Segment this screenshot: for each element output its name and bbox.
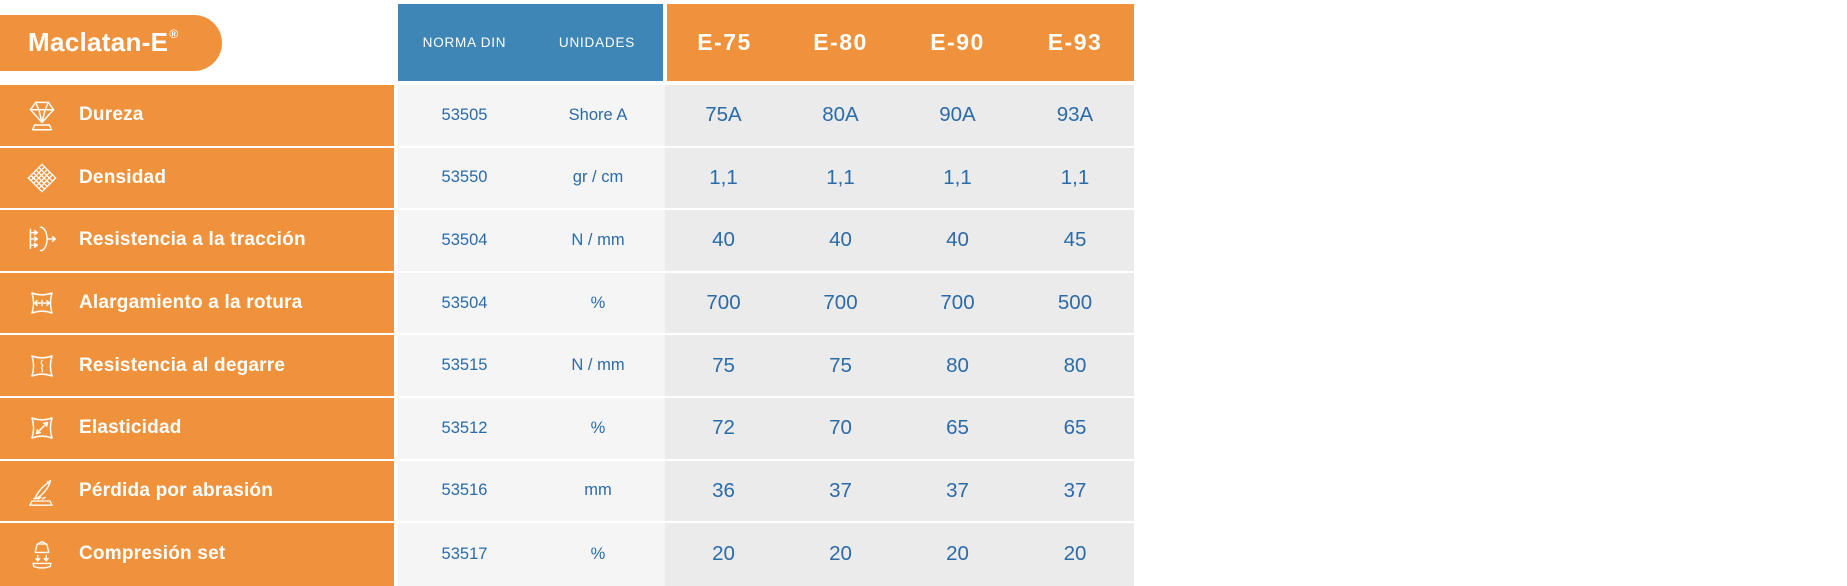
norma-din-value: 53504: [398, 210, 531, 271]
grade-value: 700: [899, 272, 1016, 334]
grade-value: 20: [899, 523, 1016, 586]
grade-value: 20: [782, 523, 899, 586]
row-label: Resistencia a la tracción: [79, 229, 306, 251]
row-label: Pérdida por abrasión: [79, 479, 274, 501]
grade-value: 80: [1016, 335, 1134, 396]
row-label-cell: Resistencia a la tracción: [0, 210, 394, 271]
row-label-cell: Pérdida por abrasión: [0, 460, 394, 522]
tear-resistance-icon: [22, 346, 62, 386]
row-elasticidad: Elasticidad 53512 % 72 70 65 65: [0, 397, 1134, 461]
brand-pill: Maclatan-E ®: [0, 14, 222, 71]
density-icon: [22, 158, 62, 198]
grade-value: 1,1: [1016, 147, 1134, 209]
row-densidad: Densidad 53550 gr / cm 1,1 1,1 1,1 1,1: [0, 147, 1134, 211]
hardness-icon: [22, 95, 62, 135]
elongation-icon: [22, 283, 62, 323]
row-label: Elasticidad: [79, 417, 182, 439]
unit-value: %: [531, 523, 665, 586]
grade-value: 75: [782, 335, 899, 396]
norma-din-value: 53515: [398, 335, 531, 396]
grade-value: 37: [782, 460, 899, 522]
grade-value: 45: [1016, 210, 1134, 271]
row-dureza: Dureza 53505 Shore A 75A 80A 90A 93A: [0, 85, 1134, 148]
norma-din-value: 53550: [398, 147, 531, 209]
column-header-unidades: UNIDADES: [531, 4, 663, 81]
grade-value: 65: [899, 397, 1016, 459]
compression-icon: [22, 534, 62, 574]
row-resistencia-degarre: Resistencia al degarre 53515 N / mm 75 7…: [0, 335, 1134, 398]
grade-value: 40: [665, 210, 782, 271]
row-label-cell: Densidad: [0, 147, 394, 209]
grade-value: 75: [665, 335, 782, 396]
row-label-cell: Elasticidad: [0, 397, 394, 459]
column-header-e75: E-75: [667, 4, 782, 81]
grade-value: 20: [1016, 523, 1134, 586]
row-label: Resistencia al degarre: [79, 354, 286, 376]
norma-din-value: 53504: [398, 272, 531, 334]
abrasion-icon: [22, 471, 62, 511]
grade-value: 36: [665, 460, 782, 522]
norma-din-value: 53516: [398, 460, 531, 522]
row-resistencia-traccion: Resistencia a la tracción 53504 N / mm 4…: [0, 210, 1134, 273]
grade-value: 65: [1016, 397, 1134, 459]
row-label: Densidad: [79, 166, 167, 188]
tensile-strength-icon: [22, 220, 62, 260]
grade-value: 40: [782, 210, 899, 271]
row-label: Alargamiento a la rotura: [79, 292, 303, 314]
grade-value: 70: [782, 397, 899, 459]
unit-value: Shore A: [531, 85, 665, 146]
brand-title: Maclatan-E: [28, 27, 169, 57]
grade-value: 1,1: [782, 147, 899, 209]
unit-value: N / mm: [531, 210, 665, 271]
elasticity-icon: [22, 408, 62, 448]
row-label-cell: Compresión set: [0, 523, 394, 586]
unit-value: N / mm: [531, 335, 665, 396]
grade-value: 75A: [665, 85, 782, 146]
grade-value: 90A: [899, 85, 1016, 146]
grade-value: 80A: [782, 85, 899, 146]
column-header-e90: E-90: [899, 4, 1016, 81]
table-header: Maclatan-E ® NORMA DIN UNIDADES E-75 E-80…: [0, 0, 1134, 85]
row-label-cell: Alargamiento a la rotura: [0, 272, 394, 334]
norma-din-value: 53517: [398, 523, 531, 586]
row-label: Dureza: [79, 104, 144, 126]
registered-mark-icon: ®: [169, 26, 179, 41]
column-header-e80: E-80: [782, 4, 899, 81]
grade-value: 37: [1016, 460, 1134, 522]
grade-value: 1,1: [899, 147, 1016, 209]
column-header-norma-din: NORMA DIN: [398, 4, 531, 81]
unit-value: gr / cm: [531, 147, 665, 209]
row-compresion-set: Compresión set 53517 % 20 20 20 20: [0, 523, 1134, 586]
row-label-cell: Resistencia al degarre: [0, 335, 394, 396]
unit-value: %: [531, 397, 665, 459]
grade-value: 37: [899, 460, 1016, 522]
grade-value: 40: [899, 210, 1016, 271]
row-perdida-abrasion: Pérdida por abrasión 53516 mm 36 37 37 3…: [0, 460, 1134, 524]
row-label-cell: Dureza: [0, 85, 394, 146]
unit-value: %: [531, 272, 665, 334]
row-alargamiento-rotura: Alargamiento a la rotura 53504 % 700 700…: [0, 272, 1134, 336]
row-label: Compresión set: [79, 543, 226, 565]
grade-value: 500: [1016, 272, 1134, 334]
grade-value: 700: [665, 272, 782, 334]
grade-value: 700: [782, 272, 899, 334]
grade-value: 1,1: [665, 147, 782, 209]
grade-value: 20: [665, 523, 782, 586]
column-header-e93: E-93: [1016, 4, 1134, 81]
grade-value: 93A: [1016, 85, 1134, 146]
grade-value: 72: [665, 397, 782, 459]
spec-table: Maclatan-E ® NORMA DIN UNIDADES E-75 E-80…: [0, 0, 1134, 586]
unit-value: mm: [531, 460, 665, 522]
norma-din-value: 53505: [398, 85, 531, 146]
grade-value: 80: [899, 335, 1016, 396]
norma-din-value: 53512: [398, 397, 531, 459]
